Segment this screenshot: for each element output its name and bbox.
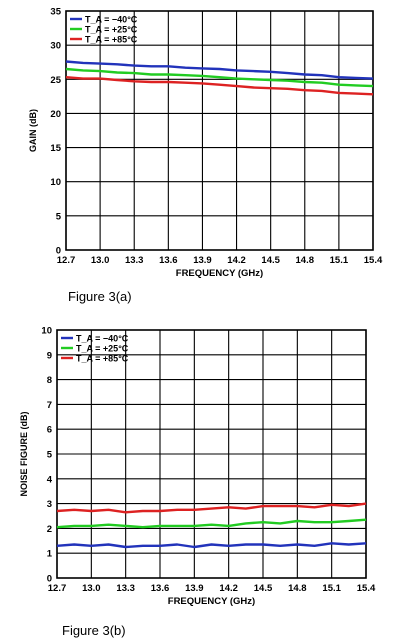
legend-label: T_A = +85°C <box>76 354 129 364</box>
x-tick-label: 14.2 <box>219 583 238 594</box>
x-tick-label: 12.7 <box>48 583 67 594</box>
y-tick-label: 2 <box>47 524 52 535</box>
y-tick-label: 0 <box>47 574 52 585</box>
gain-chart: 12.7 13.0 13.3 13.6 13.9 14.2 14.5 14.8 15.1 15.4… <box>28 7 383 280</box>
x-tick-label: 15.1 <box>322 583 341 594</box>
x-axis-label: FREQUENCY (GHz) <box>176 268 263 279</box>
y-axis-label: NOISE FIGURE (dB) <box>19 411 29 496</box>
x-tick-label: 13.9 <box>193 255 212 266</box>
legend-label: T_A = +25°C <box>85 25 138 35</box>
y-tick-label: 7 <box>47 400 52 411</box>
y-tick-label: 4 <box>47 474 53 485</box>
series-line <box>65 60 374 80</box>
plot-frame <box>56 329 367 579</box>
y-tick-label: 25 <box>50 75 61 86</box>
x-tick-label: 15.1 <box>330 255 349 266</box>
y-tick-label: 10 <box>50 177 61 188</box>
x-tick-label: 13.0 <box>91 255 110 266</box>
y-tick-label: 6 <box>47 425 52 436</box>
series-line <box>65 76 374 96</box>
figure-caption: Figure 3(b) <box>62 623 126 638</box>
y-tick-label: 15 <box>50 143 61 154</box>
series-line <box>65 67 374 88</box>
grid <box>56 329 367 579</box>
x-tick-label: 14.8 <box>296 255 315 266</box>
y-tick-label: 30 <box>50 41 61 52</box>
y-tick-label: 5 <box>47 450 53 461</box>
x-tick-label: 13.3 <box>116 583 135 594</box>
series-line <box>56 542 367 549</box>
x-tick-label: 14.5 <box>254 583 273 594</box>
legend-label: T_A = −40°C <box>85 15 138 25</box>
figure-caption: Figure 3(a) <box>68 289 132 304</box>
x-tick-label: 14.8 <box>288 583 307 594</box>
plot-frame <box>65 10 374 251</box>
series-line <box>56 502 367 514</box>
x-tick-label: 15.4 <box>357 583 376 594</box>
x-tick-label: 13.0 <box>82 583 101 594</box>
y-tick-label: 10 <box>41 326 52 337</box>
y-tick-label: 8 <box>47 375 52 386</box>
x-tick-label: 14.5 <box>261 255 280 266</box>
grid <box>65 10 374 251</box>
x-tick-label: 15.4 <box>364 255 383 266</box>
y-tick-label: 35 <box>50 7 61 18</box>
y-tick-label: 20 <box>50 109 61 120</box>
x-tick-label: 14.2 <box>227 255 246 266</box>
legend-label: T_A = −40°C <box>76 334 129 344</box>
gain-chart-panel: 12.7 13.0 13.3 13.6 13.9 14.2 14.5 14.8 15.1 15.4… <box>0 0 400 320</box>
legend-label: T_A = +85°C <box>85 35 138 45</box>
legend-label: T_A = +25°C <box>76 344 129 354</box>
y-tick-label: 1 <box>47 549 53 560</box>
noise-figure-chart: 12.7 13.0 13.3 13.6 13.9 14.2 14.5 14.8 15.1 15.4… <box>19 326 376 608</box>
legend: T_A = −40°CT_A = +25°CT_A = +85°C <box>61 334 129 364</box>
x-tick-label: 13.6 <box>151 583 170 594</box>
x-tick-label: 13.6 <box>159 255 178 266</box>
x-axis-label: FREQUENCY (GHz) <box>168 596 255 607</box>
legend: T_A = −40°CT_A = +25°CT_A = +85°C <box>70 15 138 45</box>
x-tick-label: 12.7 <box>57 255 76 266</box>
y-tick-label: 5 <box>56 211 62 222</box>
y-tick-label: 9 <box>47 350 52 361</box>
y-tick-label: 3 <box>47 499 52 510</box>
series-line <box>56 518 367 529</box>
y-tick-label: 0 <box>56 246 61 257</box>
x-tick-label: 13.3 <box>125 255 144 266</box>
y-axis-label: GAIN (dB) <box>28 109 38 152</box>
noise-figure-chart-panel: 12.7 13.0 13.3 13.6 13.9 14.2 14.5 14.8 15.1 15.4… <box>0 320 400 641</box>
x-tick-label: 13.9 <box>185 583 204 594</box>
